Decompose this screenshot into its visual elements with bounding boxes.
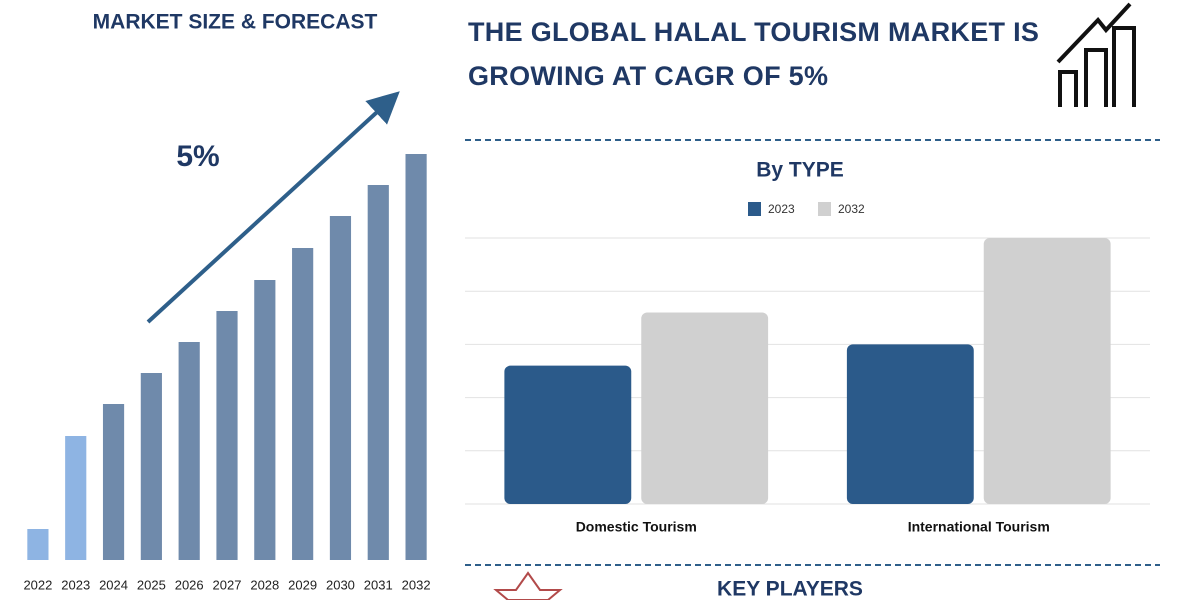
x-tick-label: 2032 xyxy=(402,577,431,592)
bar xyxy=(292,248,314,560)
x-tick-label: 2024 xyxy=(99,577,128,592)
legend-swatch xyxy=(818,202,831,216)
x-tick-label: 2027 xyxy=(213,577,242,592)
headline: THE GLOBAL HALAL TOURISM MARKET IS GROWI… xyxy=(468,17,1040,91)
bar xyxy=(27,529,49,560)
bar xyxy=(367,185,389,560)
annotation: 5% xyxy=(176,140,219,173)
x-tick-label: 2022 xyxy=(23,577,52,592)
bar xyxy=(65,436,87,560)
x-tick-label: 2028 xyxy=(250,577,279,592)
bar xyxy=(846,344,974,504)
bar xyxy=(641,312,769,504)
legend-label: 2023 xyxy=(768,202,795,216)
x-tick-label: International Tourism xyxy=(908,519,1050,535)
x-tick-label: Domestic Tourism xyxy=(576,519,697,535)
x-tick-label: 2025 xyxy=(137,577,166,592)
bar xyxy=(405,154,427,560)
trend-arrow xyxy=(146,91,400,324)
x-tick-label: 2023 xyxy=(61,577,90,592)
legend-swatch xyxy=(748,202,761,216)
bar xyxy=(983,238,1111,504)
bar xyxy=(504,365,632,504)
x-tick-label: 2031 xyxy=(364,577,393,592)
emblem-icon xyxy=(493,571,563,600)
bar xyxy=(329,216,352,560)
bar xyxy=(178,342,200,560)
chart-title: By TYPE xyxy=(756,159,844,182)
bar xyxy=(140,373,162,560)
bar xyxy=(102,404,125,560)
x-tick-label: 2030 xyxy=(326,577,355,592)
x-tick-label: 2026 xyxy=(175,577,204,592)
growth-icon xyxy=(1056,2,1136,107)
bar xyxy=(254,280,276,560)
bar xyxy=(216,311,238,560)
chart-title: MARKET SIZE & FORECAST xyxy=(93,11,378,34)
section-heading: KEY PLAYERS xyxy=(717,578,863,600)
legend-label: 2032 xyxy=(838,202,865,216)
x-tick-label: 2029 xyxy=(288,577,317,592)
